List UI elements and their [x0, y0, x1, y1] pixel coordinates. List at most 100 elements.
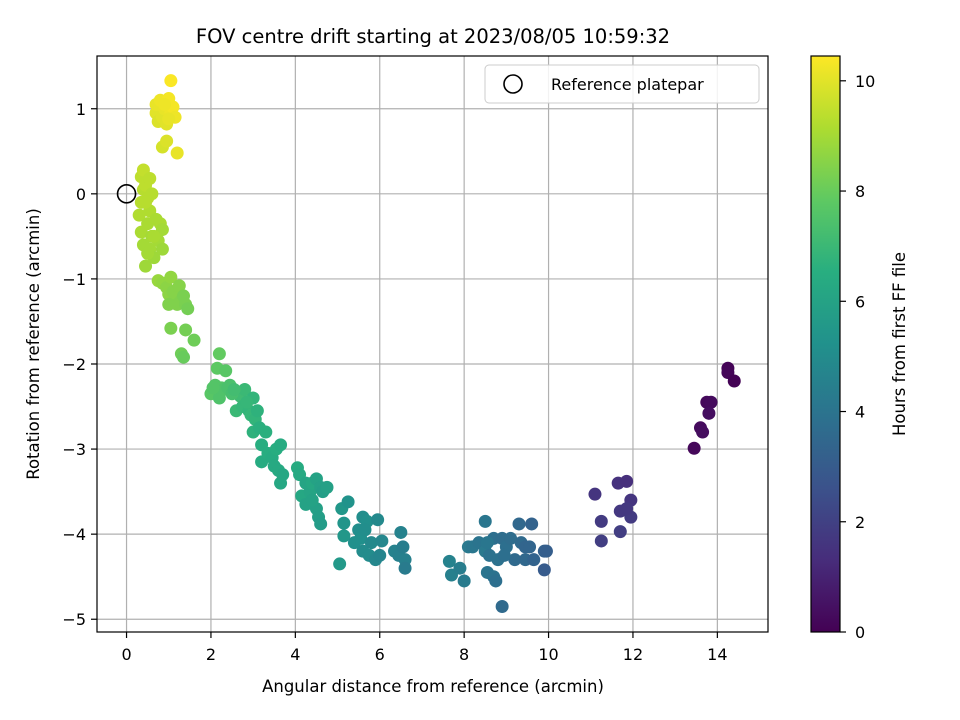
x-tick-label: 12 [623, 645, 643, 664]
data-point [314, 517, 328, 531]
plot-frame [96, 55, 769, 633]
data-point [259, 425, 273, 439]
data-point [594, 534, 608, 548]
data-point [687, 441, 701, 455]
data-point [143, 172, 157, 186]
y-tick-label: −3 [62, 440, 86, 459]
data-point [457, 574, 471, 588]
data-point [480, 536, 494, 550]
data-point [141, 246, 155, 260]
chart-title: FOV centre drift starting at 2023/08/05 … [196, 25, 670, 48]
data-point [442, 554, 456, 568]
data-point [702, 406, 716, 420]
data-point [495, 599, 509, 613]
data-point [508, 553, 522, 567]
y-tick-label: 0 [76, 185, 86, 204]
x-axis-label: Angular distance from reference (arcmin) [262, 677, 604, 696]
data-point [398, 561, 412, 575]
data-point [158, 97, 172, 111]
data-point [320, 480, 334, 494]
data-point [537, 563, 551, 577]
data-point [164, 74, 178, 88]
colorbar-label: Hours from first FF file [890, 252, 909, 436]
x-tick-label: 14 [707, 645, 727, 664]
data-point [396, 540, 410, 554]
colorbar-tick-label: 6 [855, 292, 865, 311]
data-points [132, 74, 741, 613]
reference-platepar-marker [116, 184, 137, 204]
data-point [240, 395, 254, 409]
data-point [497, 548, 511, 562]
data-point [170, 146, 184, 160]
data-point [160, 134, 174, 148]
colorbar-tick-label: 10 [855, 72, 875, 91]
x-axis-ticks: 0 2 4 6 8 10 12 14 [121, 632, 728, 664]
colorbar-tick-label: 4 [855, 403, 865, 422]
y-tick-label: −2 [62, 355, 86, 374]
data-point [139, 195, 153, 209]
data-point [453, 561, 467, 575]
data-point [132, 208, 146, 222]
data-point [219, 364, 233, 378]
data-point [172, 279, 186, 293]
data-point [187, 333, 201, 347]
data-point [238, 383, 252, 397]
data-point [250, 404, 264, 418]
data-point [139, 259, 153, 273]
grid-lines [97, 56, 768, 632]
data-point [696, 425, 710, 439]
y-axis-ticks: −5 −4 −3 −2 −1 0 1 [62, 100, 97, 629]
data-point [375, 534, 389, 548]
colorbar-tick-label: 8 [855, 182, 865, 201]
plot-background [97, 56, 768, 632]
data-point [373, 548, 387, 562]
x-tick-label: 4 [290, 645, 300, 664]
data-point [613, 525, 627, 539]
data-point [525, 517, 539, 531]
data-point [341, 495, 355, 509]
data-point [371, 513, 385, 527]
data-point [164, 270, 178, 284]
data-point [162, 112, 176, 126]
legend-box [484, 64, 760, 104]
data-point [155, 242, 169, 256]
data-point [206, 381, 220, 395]
data-point [164, 321, 178, 335]
colorbar-ticks: 0 2 4 6 8 10 [840, 72, 875, 642]
data-point [594, 514, 608, 528]
data-point [523, 540, 537, 554]
data-point [527, 553, 541, 567]
x-tick-label: 6 [375, 645, 385, 664]
data-point [333, 557, 347, 571]
legend-label: Reference platepar [551, 75, 704, 94]
y-tick-label: 1 [76, 100, 86, 119]
data-point [489, 574, 503, 588]
plot-area: 0 2 4 6 8 10 12 14 −5 −4 −3 −2 −1 0 1 [62, 55, 769, 664]
data-point [704, 395, 718, 409]
data-point [588, 487, 602, 501]
data-point [179, 323, 193, 337]
data-point [620, 502, 634, 516]
data-point [147, 229, 161, 243]
data-point [181, 302, 195, 316]
data-point [504, 531, 518, 545]
y-tick-label: −1 [62, 270, 86, 289]
data-point [177, 350, 191, 364]
data-point [727, 374, 741, 388]
data-point [539, 544, 553, 558]
data-point [512, 517, 526, 531]
y-axis-label: Rotation from reference (arcmin) [24, 208, 43, 480]
data-point [274, 438, 288, 452]
x-tick-label: 2 [206, 645, 216, 664]
data-point [358, 523, 372, 537]
x-tick-label: 10 [538, 645, 558, 664]
colorbar-tick-label: 2 [855, 513, 865, 532]
data-point [305, 493, 319, 507]
data-point [478, 514, 492, 528]
x-tick-label: 0 [121, 645, 131, 664]
colorbar-tick-label: 0 [855, 623, 865, 642]
colorbar-gradient [811, 56, 840, 632]
x-tick-label: 8 [459, 645, 469, 664]
legend-marker-icon [503, 74, 523, 94]
